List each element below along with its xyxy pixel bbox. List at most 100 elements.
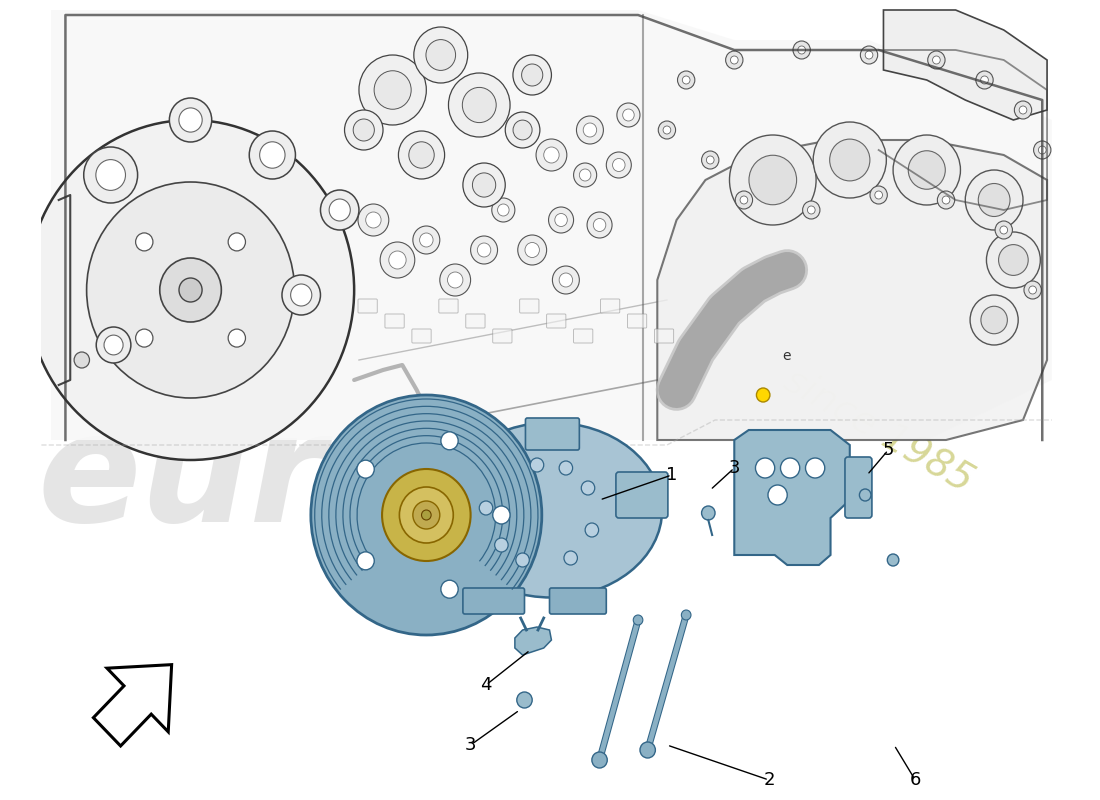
Circle shape xyxy=(729,135,816,225)
Circle shape xyxy=(412,226,440,254)
FancyBboxPatch shape xyxy=(411,329,431,343)
Circle shape xyxy=(803,201,820,219)
Circle shape xyxy=(96,327,131,363)
Circle shape xyxy=(580,169,591,181)
Circle shape xyxy=(813,122,887,198)
Circle shape xyxy=(549,207,573,233)
Circle shape xyxy=(573,163,596,187)
Circle shape xyxy=(943,196,950,204)
FancyBboxPatch shape xyxy=(550,588,606,614)
Circle shape xyxy=(874,191,882,199)
Circle shape xyxy=(937,191,955,209)
Circle shape xyxy=(353,119,374,141)
Circle shape xyxy=(559,461,573,475)
Circle shape xyxy=(978,183,1010,217)
Circle shape xyxy=(592,752,607,768)
Circle shape xyxy=(587,212,612,238)
FancyBboxPatch shape xyxy=(601,299,619,313)
Circle shape xyxy=(706,156,714,164)
Circle shape xyxy=(414,27,468,83)
Ellipse shape xyxy=(441,422,662,598)
Text: 2: 2 xyxy=(763,771,774,789)
Circle shape xyxy=(730,56,738,64)
Circle shape xyxy=(888,554,899,566)
Circle shape xyxy=(449,73,510,137)
Circle shape xyxy=(634,615,642,625)
Circle shape xyxy=(543,147,559,163)
FancyBboxPatch shape xyxy=(385,314,404,328)
Text: 6: 6 xyxy=(910,771,921,789)
Text: 3: 3 xyxy=(465,736,476,754)
Circle shape xyxy=(613,158,625,171)
Circle shape xyxy=(927,51,945,69)
Circle shape xyxy=(359,55,427,125)
Circle shape xyxy=(893,135,960,205)
Circle shape xyxy=(320,190,359,230)
FancyBboxPatch shape xyxy=(845,457,872,518)
Circle shape xyxy=(472,173,496,197)
Circle shape xyxy=(84,147,138,203)
Circle shape xyxy=(559,273,573,287)
Text: 1: 1 xyxy=(667,466,678,484)
Circle shape xyxy=(412,501,440,529)
Circle shape xyxy=(160,258,221,322)
FancyBboxPatch shape xyxy=(627,314,647,328)
Circle shape xyxy=(768,485,788,505)
Circle shape xyxy=(702,506,715,520)
Circle shape xyxy=(581,481,595,495)
Circle shape xyxy=(682,76,690,84)
Circle shape xyxy=(448,272,463,288)
Circle shape xyxy=(344,110,383,150)
Circle shape xyxy=(1034,141,1050,159)
Polygon shape xyxy=(735,430,850,565)
Circle shape xyxy=(463,163,505,207)
Circle shape xyxy=(909,150,945,190)
Circle shape xyxy=(505,112,540,148)
FancyBboxPatch shape xyxy=(519,299,539,313)
Circle shape xyxy=(517,692,532,708)
Circle shape xyxy=(260,142,285,168)
Circle shape xyxy=(462,87,496,122)
Circle shape xyxy=(477,243,491,257)
Circle shape xyxy=(1014,101,1032,119)
Circle shape xyxy=(311,395,542,635)
Circle shape xyxy=(640,742,656,758)
Circle shape xyxy=(441,432,459,450)
Circle shape xyxy=(530,458,543,472)
Circle shape xyxy=(585,523,598,537)
Text: e: e xyxy=(782,349,791,363)
Text: 4: 4 xyxy=(481,676,492,694)
Circle shape xyxy=(970,295,1019,345)
Circle shape xyxy=(365,212,381,228)
Circle shape xyxy=(658,121,675,139)
Circle shape xyxy=(805,458,825,478)
Circle shape xyxy=(399,487,453,543)
Circle shape xyxy=(756,458,774,478)
Circle shape xyxy=(576,116,604,144)
Circle shape xyxy=(781,458,800,478)
Circle shape xyxy=(726,51,742,69)
Polygon shape xyxy=(51,10,1052,440)
Circle shape xyxy=(329,199,350,221)
Circle shape xyxy=(398,131,444,179)
Circle shape xyxy=(859,489,871,501)
FancyBboxPatch shape xyxy=(547,314,565,328)
Circle shape xyxy=(135,329,153,347)
Polygon shape xyxy=(515,627,551,655)
Circle shape xyxy=(493,506,510,524)
Circle shape xyxy=(966,170,1023,230)
Circle shape xyxy=(981,76,989,84)
Circle shape xyxy=(228,329,245,347)
Circle shape xyxy=(976,71,993,89)
Circle shape xyxy=(996,221,1012,239)
Circle shape xyxy=(421,510,431,520)
Circle shape xyxy=(735,191,752,209)
Circle shape xyxy=(358,204,388,236)
Circle shape xyxy=(1020,106,1027,114)
Circle shape xyxy=(250,131,296,179)
Circle shape xyxy=(593,218,606,231)
Circle shape xyxy=(702,151,719,169)
FancyBboxPatch shape xyxy=(439,299,458,313)
Circle shape xyxy=(583,123,596,137)
Circle shape xyxy=(228,233,245,251)
